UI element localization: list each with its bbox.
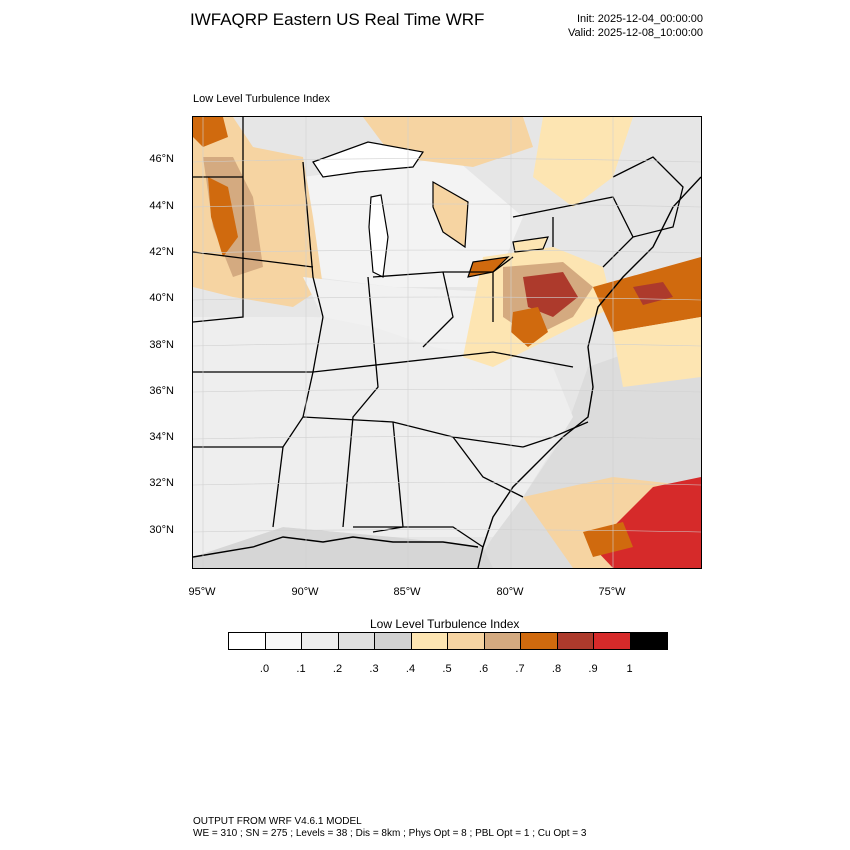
colorbar-tick-label: .1 <box>296 663 306 675</box>
lat-label-40: 40°N <box>149 292 174 304</box>
lon-label-75: 75°W <box>598 586 626 598</box>
offshore-light-band <box>613 317 701 387</box>
colorbar-swatch <box>338 633 375 649</box>
plot-title: IWFAQRP Eastern US Real Time WRF <box>190 10 485 29</box>
colorbar-swatch <box>484 633 521 649</box>
colorbar-tick-label: .0 <box>259 663 270 675</box>
lake-superior <box>312 141 425 178</box>
colorbar-swatch <box>557 633 594 649</box>
init-time: Init: 2025-12-04_00:00:00 <box>577 13 703 25</box>
gulf-field <box>193 527 493 568</box>
lake-ontario <box>512 236 549 253</box>
southeast-land-field <box>193 317 573 557</box>
lon-label-95: 95°W <box>188 586 216 598</box>
lat-label-34: 34°N <box>149 431 174 443</box>
colorbar-swatch <box>521 633 558 649</box>
colorbar-tick-label: .8 <box>551 663 562 675</box>
footer-config-line: WE = 310 ; SN = 275 ; Levels = 38 ; Dis … <box>193 828 587 839</box>
colorbar-swatch <box>229 633 266 649</box>
colorbar-swatch <box>630 633 667 649</box>
lat-label-32: 32°N <box>149 477 174 489</box>
lat-label-42: 42°N <box>149 246 174 258</box>
colorbar-tick-label: .3 <box>369 663 379 675</box>
pennsylvania-core <box>523 272 578 317</box>
minnesota-hotspot <box>208 177 238 257</box>
colorbar-tick-label: .6 <box>478 663 489 675</box>
footer-model-line: OUTPUT FROM WRF V4.6.1 MODEL <box>193 816 362 827</box>
colorbar-swatch <box>302 633 339 649</box>
colorbar-tick-label: .4 <box>405 663 416 675</box>
colorbar-swatch <box>448 633 485 649</box>
colorbar-tick-label: .5 <box>442 663 452 675</box>
midwest-field <box>303 157 523 287</box>
lon-label-80: 80°W <box>496 586 524 598</box>
colorbar-swatch <box>594 633 631 649</box>
maryland-hotspot <box>511 307 548 347</box>
lat-label-38: 38°N <box>149 339 174 351</box>
colorbar <box>228 632 668 650</box>
lat-label-46: 46°N <box>149 153 174 165</box>
graticule <box>193 117 701 568</box>
turbulence-map <box>193 117 701 568</box>
colorbar-tick-label: .9 <box>588 663 598 675</box>
lat-label-36: 36°N <box>149 385 174 397</box>
valid-time: Valid: 2025-12-08_10:00:00 <box>568 27 703 39</box>
colorbar-swatch <box>411 633 448 649</box>
lon-label-85: 85°W <box>393 586 421 598</box>
lat-label-30: 30°N <box>149 524 174 536</box>
colorbar-tick-label: 1 <box>626 663 633 675</box>
lon-label-90: 90°W <box>291 586 319 598</box>
north-hotspot <box>193 117 228 147</box>
map-panel <box>192 116 702 569</box>
gulf-coastline <box>193 536 479 558</box>
colorbar-tick-label: .2 <box>332 663 343 675</box>
colorbar-swatch <box>375 633 412 649</box>
northeast-band <box>533 117 633 207</box>
colorbar-swatch <box>265 633 302 649</box>
colorbar-title: Low Level Turbulence Index <box>370 617 520 631</box>
colorbar-tick-label: .7 <box>515 663 525 675</box>
lat-label-44: 44°N <box>149 200 174 212</box>
state-boundaries <box>193 117 684 548</box>
lake-huron <box>432 180 469 249</box>
lake-michigan <box>368 194 389 278</box>
map-subtitle: Low Level Turbulence Index <box>193 93 330 105</box>
